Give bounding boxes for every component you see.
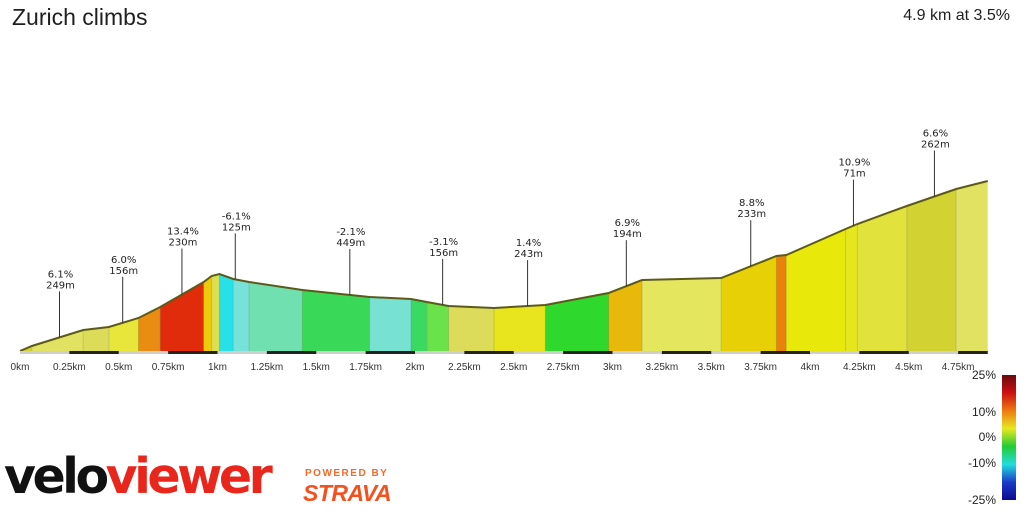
legend-label: -25%	[968, 493, 996, 507]
profile-segment[interactable]	[369, 297, 412, 351]
annotation-length: 230m	[169, 238, 198, 249]
profile-segment[interactable]	[138, 307, 161, 351]
x-tick-label: 4km	[801, 362, 820, 373]
x-tick-label: 4.75km	[942, 362, 975, 373]
profile-segment[interactable]	[31, 330, 84, 351]
x-tick-label: 2.75km	[547, 362, 580, 373]
profile-segment[interactable]	[494, 305, 546, 351]
x-tick-label: 2.5km	[500, 362, 527, 373]
profile-ridge-line	[19, 180, 988, 352]
x-tick-label: 3.5km	[698, 362, 725, 373]
profile-segments	[20, 181, 988, 351]
strava-logo[interactable]: STRAVA	[303, 480, 392, 506]
profile-segment[interactable]	[956, 181, 988, 351]
profile-segment[interactable]	[219, 274, 234, 351]
profile-segment[interactable]	[302, 290, 370, 351]
annotation-length: 233m	[737, 209, 766, 220]
profile-segment[interactable]	[721, 256, 777, 351]
profile-segment[interactable]	[608, 280, 643, 351]
annotation-grade: 6.6%	[923, 128, 948, 139]
x-tick-label: 0.75km	[152, 362, 185, 373]
annotation-grade: 8.8%	[739, 198, 764, 209]
profile-segment[interactable]	[233, 279, 250, 351]
annotation-grade: 6.9%	[615, 218, 640, 229]
x-tick-label: 2.25km	[448, 362, 481, 373]
x-tick-label: 3.25km	[645, 362, 678, 373]
legend-label: 25%	[972, 368, 996, 382]
x-tick-label: 2km	[406, 362, 425, 373]
x-tick-label: 3km	[603, 362, 622, 373]
annotation-length: 194m	[613, 229, 642, 240]
profile-segment[interactable]	[642, 278, 722, 351]
profile-segment[interactable]	[211, 274, 220, 351]
x-tick-label: 0km	[11, 362, 30, 373]
legend-label: 10%	[972, 405, 996, 419]
gradient-legend-bar	[1002, 375, 1016, 500]
annotation-grade: -2.1%	[336, 227, 365, 238]
gradient-legend: 25% 10% 0% -10% -25%	[968, 368, 1016, 507]
annotation-length: 71m	[843, 169, 865, 180]
x-tick-label: 1.25km	[250, 362, 283, 373]
annotation-length: 156m	[109, 266, 138, 277]
annotation-length: 156m	[429, 248, 458, 259]
profile-segment[interactable]	[545, 293, 609, 351]
profile-segment[interactable]	[786, 229, 846, 351]
annotation-length: 243m	[514, 249, 543, 260]
profile-segment[interactable]	[845, 224, 858, 351]
annotation-length: 262m	[921, 139, 950, 150]
segment-dividers	[31, 189, 957, 351]
annotation-grade: 6.0%	[111, 255, 136, 266]
profile-segment[interactable]	[857, 206, 907, 351]
profile-segment[interactable]	[426, 302, 449, 351]
page-title: Zurich climbs	[12, 4, 148, 30]
profile-segment[interactable]	[203, 276, 212, 351]
profile-segment[interactable]	[108, 318, 139, 351]
annotation-grade: 13.4%	[167, 227, 199, 238]
profile-segment[interactable]	[448, 306, 494, 351]
x-tick-label: 1.5km	[303, 362, 330, 373]
x-tick-label: 1km	[208, 362, 227, 373]
legend-label: 0%	[979, 430, 997, 444]
annotation-length: 449m	[336, 238, 365, 249]
x-tick-label: 1.75km	[349, 362, 382, 373]
x-axis: 0km 0.25km 0.5km 0.75km 1km 1.25km 1.5km 1.75km…	[11, 351, 988, 373]
annotation-length: 249m	[46, 280, 75, 291]
legend-label: -10%	[968, 456, 996, 470]
profile-segment[interactable]	[83, 327, 109, 351]
powered-by-label: POWERED BY	[305, 468, 389, 479]
profile-segment[interactable]	[411, 299, 427, 351]
annotation-length: 125m	[222, 222, 251, 233]
profile-segment[interactable]	[160, 282, 204, 351]
annotation-grade: -3.1%	[429, 237, 458, 248]
annotation-grade: 6.1%	[48, 269, 73, 280]
x-tick-label: 0.25km	[53, 362, 86, 373]
annotation-grade: -6.1%	[222, 211, 251, 222]
x-tick-label: 4.25km	[843, 362, 876, 373]
veloviewer-logo[interactable]: veloviewer	[4, 448, 273, 505]
climb-summary: 4.9 km at 3.5%	[903, 7, 1010, 24]
annotation-grade: 1.4%	[516, 238, 541, 249]
x-tick-label: 3.75km	[744, 362, 777, 373]
x-tick-label: 0.5km	[105, 362, 132, 373]
profile-segment[interactable]	[249, 282, 303, 351]
annotation-grade: 10.9%	[839, 158, 871, 169]
profile-segment[interactable]	[776, 255, 787, 351]
x-tick-label: 4.5km	[895, 362, 922, 373]
profile-segment[interactable]	[906, 189, 957, 351]
